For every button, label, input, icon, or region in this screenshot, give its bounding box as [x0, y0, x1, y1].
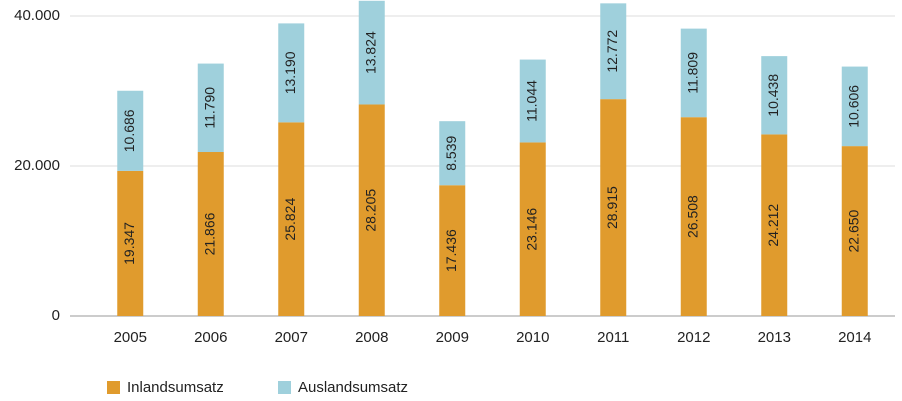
- value-label: 12.772: [604, 30, 620, 73]
- value-label: 17.436: [443, 229, 459, 272]
- bar-segment: [439, 121, 466, 186]
- bar-segment: [358, 104, 385, 317]
- x-tick-label: 2005: [114, 329, 147, 346]
- value-label: 24.212: [765, 204, 781, 247]
- x-tick-label: 2010: [516, 329, 549, 346]
- value-label: 19.347: [121, 222, 137, 265]
- x-tick-label: 2014: [838, 329, 871, 346]
- legend-label: Inlandsumsatz: [127, 379, 224, 396]
- bar-segment: [358, 0, 385, 105]
- y-tick-label: 40.000: [14, 7, 60, 24]
- bar-segment: [117, 90, 144, 171]
- x-tick-label: 2007: [275, 329, 308, 346]
- value-label: 28.915: [604, 186, 620, 229]
- x-tick-label: 2013: [758, 329, 791, 346]
- y-tick-label: 20.000: [14, 157, 60, 174]
- value-label: 13.824: [362, 31, 378, 74]
- value-label: 8.539: [443, 135, 459, 170]
- value-label: 22.650: [845, 209, 861, 252]
- value-label: 25.824: [282, 198, 298, 241]
- value-label: 13.190: [282, 51, 298, 94]
- bar-segment: [680, 117, 707, 316]
- value-label: 10.686: [121, 109, 137, 152]
- bar-segment: [600, 3, 627, 100]
- value-label: 26.508: [684, 195, 700, 238]
- bar-segment: [841, 66, 868, 147]
- legend-swatch: [278, 381, 291, 394]
- legend-label: Auslandsumsatz: [298, 379, 408, 396]
- value-label: 10.606: [845, 85, 861, 128]
- x-tick-label: 2009: [436, 329, 469, 346]
- bar-segment: [117, 170, 144, 316]
- bar-segment: [519, 142, 546, 316]
- value-label: 28.205: [362, 189, 378, 232]
- bar-segment: [439, 185, 466, 316]
- value-label: 11.790: [201, 87, 217, 129]
- y-tick-label: 0: [52, 307, 60, 324]
- bar-segment: [197, 152, 224, 316]
- bar-segment: [278, 23, 305, 123]
- value-label: 11.044: [523, 80, 539, 122]
- value-label: 11.809: [684, 52, 700, 94]
- x-tick-label: 2008: [355, 329, 388, 346]
- bar-segment: [600, 99, 627, 316]
- value-label: 10.438: [765, 74, 781, 117]
- bar-segment: [197, 63, 224, 153]
- bar-segment: [761, 56, 788, 135]
- bar-segment: [519, 59, 546, 143]
- bar-segment: [841, 146, 868, 316]
- x-tick-label: 2006: [194, 329, 227, 346]
- value-label: 21.866: [201, 212, 217, 255]
- legend-swatch: [107, 381, 120, 394]
- x-tick-label: 2011: [597, 329, 629, 346]
- x-tick-label: 2012: [677, 329, 710, 346]
- bar-segment: [680, 28, 707, 118]
- value-label: 23.146: [523, 208, 539, 251]
- bar-segment: [278, 122, 305, 316]
- bar-segment: [761, 134, 788, 316]
